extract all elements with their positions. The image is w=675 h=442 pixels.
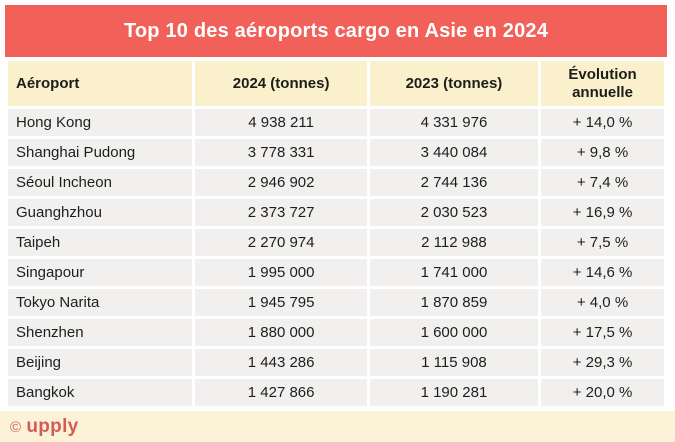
- table-row: Séoul Incheon 2 946 902 2 744 136 + 7,4 %: [8, 169, 664, 196]
- cell-2023: 1 870 859: [369, 289, 539, 316]
- cell-airport: Guanghzhou: [8, 199, 193, 226]
- copyright-symbol: ©: [10, 418, 22, 436]
- table-body: Hong Kong 4 938 211 4 331 976 + 14,0 % Shang…: [8, 109, 664, 406]
- cell-evolution: + 4,0 %: [541, 289, 664, 316]
- cell-2024: 1 880 000: [195, 319, 367, 346]
- cell-2024: 1 995 000: [195, 259, 367, 286]
- table-header: Aéroport 2024 (tonnes) 2023 (tonnes) Évo…: [8, 61, 664, 106]
- table-row: Guanghzhou 2 373 727 2 030 523 + 16,9 %: [8, 199, 664, 226]
- table-row: Shanghai Pudong 3 778 331 3 440 084 + 9,8 %: [8, 139, 664, 166]
- cell-2023: 4 331 976: [369, 109, 539, 136]
- column-header-airport: Aéroport: [8, 61, 193, 106]
- cell-2023: 1 600 000: [369, 319, 539, 346]
- table-row: Taipeh 2 270 974 2 112 988 + 7,5 %: [8, 229, 664, 256]
- page-title: Top 10 des aéroports cargo en Asie en 20…: [123, 19, 549, 42]
- header-row: Aéroport 2024 (tonnes) 2023 (tonnes) Évo…: [8, 61, 664, 106]
- cell-airport: Hong Kong: [8, 109, 193, 136]
- table-row: Beijing 1 443 286 1 115 908 + 29,3 %: [8, 349, 664, 376]
- upply-logo: © upply: [10, 416, 79, 438]
- cell-evolution: + 16,9 %: [541, 199, 664, 226]
- cell-evolution: + 20,0 %: [541, 379, 664, 406]
- cell-airport: Bangkok: [8, 379, 193, 406]
- cell-airport: Shanghai Pudong: [8, 139, 193, 166]
- cell-2023: 2 744 136: [369, 169, 539, 196]
- cell-2024: 2 270 974: [195, 229, 367, 256]
- cell-airport: Taipeh: [8, 229, 193, 256]
- table-row: Tokyo Narita 1 945 795 1 870 859 + 4,0 %: [8, 289, 664, 316]
- table-row: Bangkok 1 427 866 1 190 281 + 20,0 %: [8, 379, 664, 406]
- cell-evolution: + 14,0 %: [541, 109, 664, 136]
- cell-2024: 4 938 211: [195, 109, 367, 136]
- table-row: Shenzhen 1 880 000 1 600 000 + 17,5 %: [8, 319, 664, 346]
- cargo-table: Aéroport 2024 (tonnes) 2023 (tonnes) Évo…: [5, 58, 667, 409]
- cell-2023: 2 112 988: [369, 229, 539, 256]
- cell-airport: Beijing: [8, 349, 193, 376]
- table-row: Hong Kong 4 938 211 4 331 976 + 14,0 %: [8, 109, 664, 136]
- cell-2024: 1 945 795: [195, 289, 367, 316]
- cell-2024: 3 778 331: [195, 139, 367, 166]
- cell-2023: 1 190 281: [369, 379, 539, 406]
- cell-evolution: + 7,5 %: [541, 229, 664, 256]
- cell-2024: 1 443 286: [195, 349, 367, 376]
- cargo-table-container: Aéroport 2024 (tonnes) 2023 (tonnes) Évo…: [5, 58, 667, 409]
- brand-name: upply: [26, 415, 79, 437]
- cell-evolution: + 14,6 %: [541, 259, 664, 286]
- cell-2024: 2 373 727: [195, 199, 367, 226]
- cell-2023: 2 030 523: [369, 199, 539, 226]
- cell-2023: 3 440 084: [369, 139, 539, 166]
- column-header-evolution: Évolution annuelle: [541, 61, 664, 106]
- cell-airport: Séoul Incheon: [8, 169, 193, 196]
- cell-airport: Shenzhen: [8, 319, 193, 346]
- cell-2023: 1 741 000: [369, 259, 539, 286]
- cell-airport: Singapour: [8, 259, 193, 286]
- table-row: Singapour 1 995 000 1 741 000 + 14,6 %: [8, 259, 664, 286]
- cell-2024: 2 946 902: [195, 169, 367, 196]
- cell-2024: 1 427 866: [195, 379, 367, 406]
- cell-evolution: + 7,4 %: [541, 169, 664, 196]
- column-header-2023: 2023 (tonnes): [369, 61, 539, 106]
- cell-evolution: + 29,3 %: [541, 349, 664, 376]
- title-banner: Top 10 des aéroports cargo en Asie en 20…: [5, 5, 667, 57]
- cell-evolution: + 9,8 %: [541, 139, 664, 166]
- cell-evolution: + 17,5 %: [541, 319, 664, 346]
- cell-airport: Tokyo Narita: [8, 289, 193, 316]
- cell-2023: 1 115 908: [369, 349, 539, 376]
- column-header-2024: 2024 (tonnes): [195, 61, 367, 106]
- footer-bar: © upply: [0, 411, 675, 442]
